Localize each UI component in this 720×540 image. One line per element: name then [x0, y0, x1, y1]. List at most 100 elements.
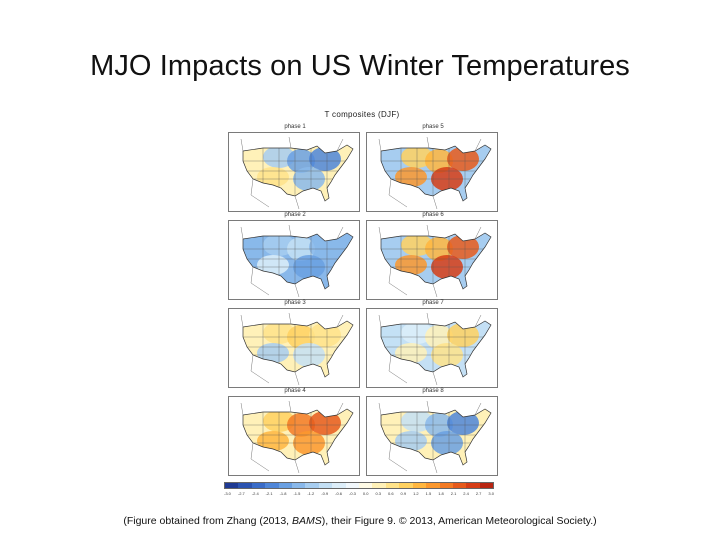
- colorbar-cell: [225, 483, 239, 488]
- colorbar-tick-label: 1.5: [425, 491, 432, 496]
- anomaly-region: [309, 235, 341, 259]
- us-map: [240, 224, 354, 298]
- colorbar-cell: [278, 483, 293, 488]
- us-map: [240, 400, 354, 474]
- panel-label: phase 4: [284, 388, 306, 394]
- us-map: [378, 312, 492, 386]
- colorbar-cell: [372, 483, 386, 488]
- colorbar-cell: [345, 483, 360, 488]
- anomaly-region: [309, 411, 341, 435]
- colorbar-cell: [318, 483, 333, 488]
- neighbor-borders: [240, 136, 344, 210]
- colorbar-cell: [439, 483, 453, 488]
- neighbor-borders: [378, 312, 482, 386]
- panel-label: phase 6: [422, 212, 444, 218]
- state-borders: [381, 412, 485, 460]
- state-borders: [243, 324, 347, 372]
- colorbar-cell: [292, 483, 306, 488]
- anomaly-region: [257, 255, 289, 275]
- colorbar-tick-label: 0.3: [375, 491, 382, 496]
- slide-title: MJO Impacts on US Winter Temperatures: [90, 50, 630, 82]
- us-outline: [242, 408, 354, 466]
- us-map: [240, 312, 354, 386]
- colorbar-tick-label: -0.6: [335, 491, 343, 496]
- colorbar-tick-label: -2.1: [265, 491, 273, 496]
- neighbor-borders: [378, 400, 482, 474]
- colorbar-cell: [238, 483, 252, 488]
- panel-label: phase 1: [284, 124, 306, 130]
- colorbar-tick-label: 2.4: [463, 491, 469, 496]
- panel-phase-7: phase 7: [366, 300, 498, 388]
- colorbar-tick-label: 2.1: [450, 491, 457, 496]
- panel-label: phase 7: [422, 300, 444, 306]
- us-outline: [380, 232, 492, 290]
- caption-journal: BAMS: [292, 515, 322, 527]
- us-outline: [242, 232, 354, 290]
- colorbar-tick-label: 1.8: [438, 491, 444, 496]
- us-outline: [380, 320, 492, 378]
- colorbar-tick-label: 0.0: [362, 491, 369, 496]
- colorbar-tick-label: -2.4: [251, 491, 259, 496]
- anomaly-region: [395, 343, 427, 363]
- colorbar-tick-label: 0.6: [388, 491, 394, 496]
- anomaly-region: [447, 235, 479, 259]
- state-borders: [381, 324, 485, 372]
- neighbor-borders: [378, 136, 482, 210]
- panel-phase-1: phase 1: [228, 124, 360, 212]
- neighbor-borders: [240, 224, 344, 298]
- panel-phase-3: phase 3: [228, 300, 360, 388]
- state-borders: [243, 236, 347, 284]
- panel-label: phase 5: [422, 124, 444, 130]
- anomaly-region: [395, 431, 427, 451]
- colorbar-cell: [359, 483, 373, 488]
- colorbar-tick-label: -1.2: [307, 491, 315, 496]
- colorbar-cell: [479, 483, 494, 488]
- caption-suffix: ), their Figure 9. © 2013, American Mete…: [321, 515, 597, 527]
- us-outline: [380, 408, 492, 466]
- colorbar-tick-label: -2.7: [237, 491, 245, 496]
- colorbar-cell: [399, 483, 413, 488]
- state-borders: [381, 236, 485, 284]
- colorbar: [224, 482, 494, 489]
- anomaly-region: [395, 255, 427, 275]
- colorbar-cell: [426, 483, 440, 488]
- colorbar-tick-label: -0.9: [321, 491, 329, 496]
- anomaly-region: [309, 147, 341, 171]
- colorbar-tick-label: 0.9: [400, 491, 407, 496]
- neighbor-borders: [240, 312, 344, 386]
- panel-phase-5: phase 5: [366, 124, 498, 212]
- colorbar-cell: [251, 483, 266, 488]
- neighbor-borders: [378, 224, 482, 298]
- colorbar-cell: [466, 483, 480, 488]
- anomaly-region: [447, 323, 479, 347]
- colorbar-cell: [265, 483, 279, 488]
- panel-label: phase 3: [284, 300, 306, 306]
- neighbor-borders: [240, 400, 344, 474]
- colorbar-tick-label: -1.5: [293, 491, 301, 496]
- anomaly-region: [447, 147, 479, 171]
- colorbar-tick-label: 2.7: [475, 491, 482, 496]
- panel-phase-2: phase 2: [228, 212, 360, 300]
- colorbar-cell: [385, 483, 400, 488]
- colorbar-tick-label: -0.3: [349, 491, 356, 496]
- anomaly-region: [257, 431, 289, 451]
- colorbar-cell: [332, 483, 346, 488]
- us-outline: [380, 144, 492, 202]
- panel-phase-6: phase 6: [366, 212, 498, 300]
- figure: T composites (DJF) phase 1 phase 5 phase…: [224, 110, 500, 500]
- panel-label: phase 2: [284, 212, 306, 218]
- us-outline: [242, 144, 354, 202]
- anomaly-region: [257, 343, 289, 363]
- colorbar-tick-label: 1.2: [413, 491, 419, 496]
- figure-title: T composites (DJF): [324, 110, 400, 119]
- panel-label: phase 8: [422, 388, 444, 394]
- caption-prefix: (Figure obtained from Zhang (2013,: [123, 515, 293, 527]
- colorbar-ticks: -3.0 -2.7 -2.4 -2.1 -1.8 -1.5 -1.2 -0.9 -0.6 -0.3…: [224, 491, 494, 499]
- colorbar-tick-label: -3.0: [224, 491, 231, 496]
- colorbar-cell: [305, 483, 319, 488]
- us-map: [378, 136, 492, 210]
- anomaly-region: [395, 167, 427, 187]
- us-map: [378, 400, 492, 474]
- us-map: [240, 136, 354, 210]
- colorbar-tick-label: 3.0: [488, 491, 494, 496]
